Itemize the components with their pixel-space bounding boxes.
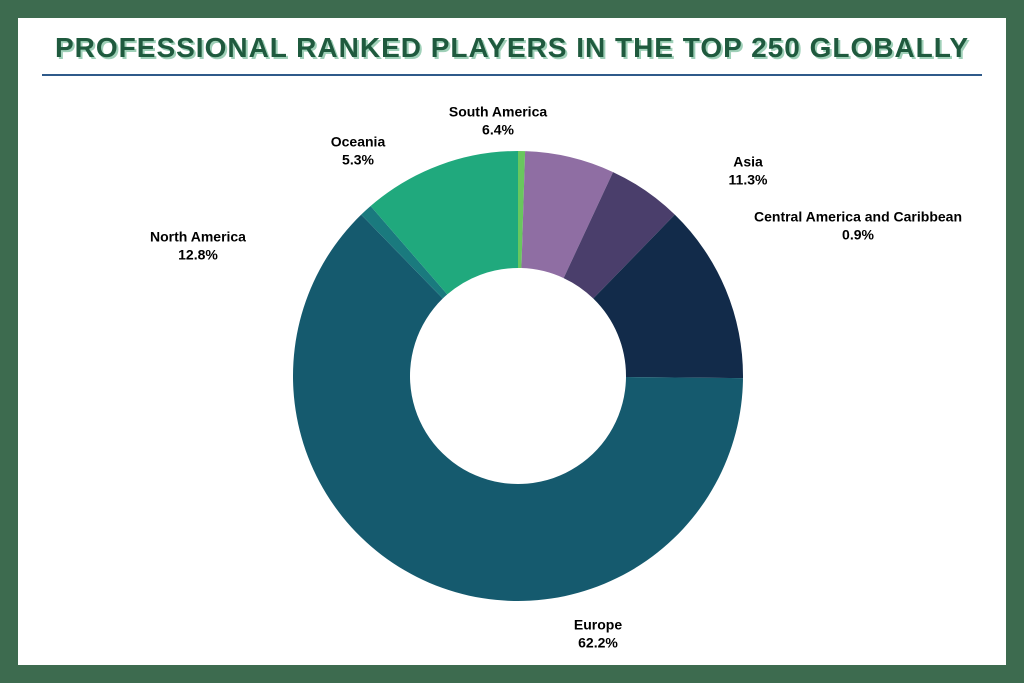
slice-label-oceania: Oceania5.3%: [331, 134, 385, 169]
slice-label-europe: Europe62.2%: [574, 617, 622, 652]
chart-title: PROFESSIONAL RANKED PLAYERS IN THE TOP 2…: [18, 18, 1006, 64]
slice-label-asia: Asia11.3%: [729, 154, 768, 189]
slice-label-north-america: North America12.8%: [150, 229, 246, 264]
donut-chart: Asia11.3% South America6.4% Oceania5.3% Nor…: [18, 76, 1006, 643]
chart-frame: PROFESSIONAL RANKED PLAYERS IN THE TOP 2…: [0, 0, 1024, 683]
donut-svg: [18, 76, 1006, 643]
slice-label-south-america: South America6.4%: [449, 104, 547, 139]
slice-label-central-america-and-caribbean: Central America and Caribbean0.9%: [754, 209, 962, 244]
